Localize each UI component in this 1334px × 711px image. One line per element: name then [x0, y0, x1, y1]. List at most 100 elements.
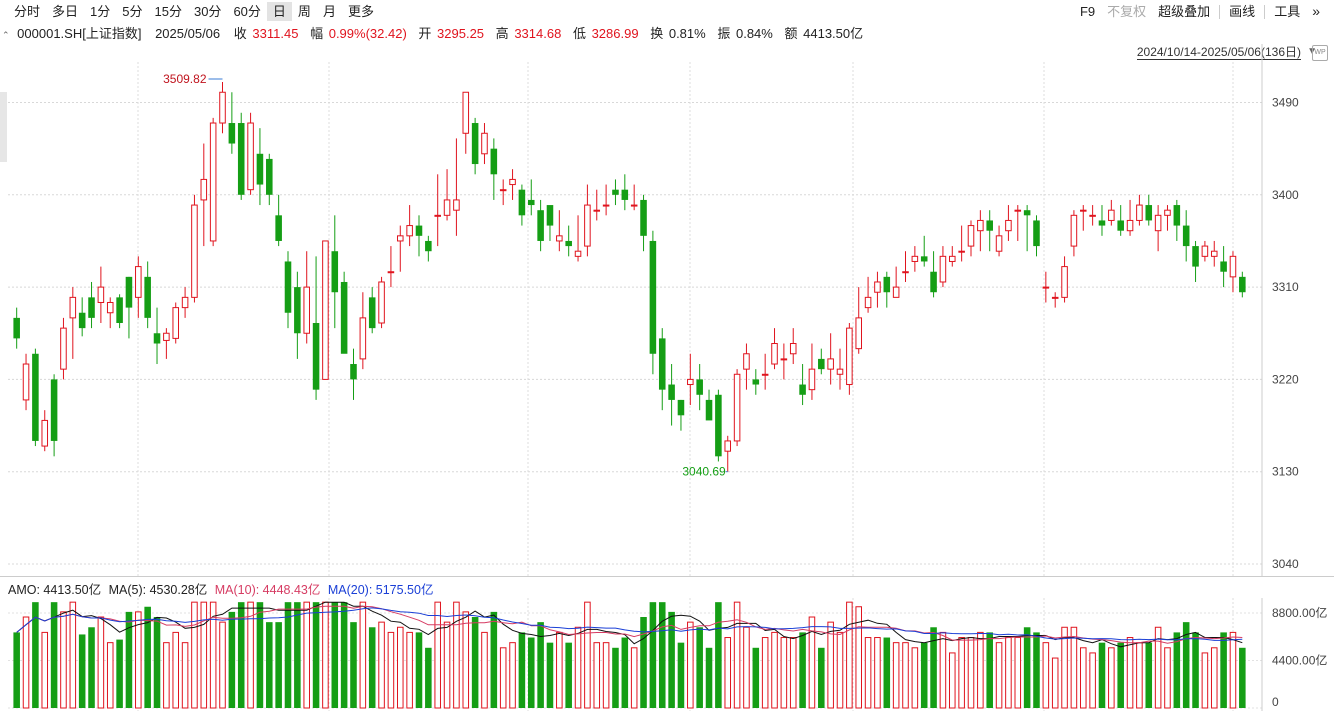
volume-bar-up — [593, 642, 601, 709]
volume-bar-down — [275, 622, 282, 708]
candle-up — [1126, 219, 1134, 232]
candle-down — [312, 323, 320, 390]
volume-bar-down — [612, 647, 619, 708]
volume-bar-down — [88, 627, 95, 708]
period-tab[interactable]: 5分 — [122, 4, 143, 19]
period-tab[interactable]: 日 — [266, 2, 292, 21]
volume-bar-up — [1014, 637, 1022, 709]
candle-down — [331, 251, 339, 293]
volume-bar-down — [125, 611, 133, 708]
candle-up — [443, 199, 451, 216]
candle-down — [621, 189, 629, 200]
volume-bar-up — [106, 642, 114, 709]
period-tab[interactable]: 周 — [297, 4, 311, 19]
candle-up — [1079, 209, 1087, 212]
volume-bar-down — [331, 602, 339, 708]
volume-chart[interactable]: 8800.00亿 4400.00亿 0 — [0, 598, 1334, 711]
candle-up — [387, 271, 395, 274]
draw-line-button[interactable]: 画线 — [1229, 4, 1256, 19]
f9-button[interactable]: F9 — [1079, 4, 1096, 19]
period-toolbar: 分时 多日 1分 5分 15分 30分 60分日周月更多 F9 不复权 超级叠加 画线 工具… — [0, 0, 1334, 22]
candle-up — [60, 327, 67, 370]
volume-bar-up — [378, 621, 385, 709]
volume-bar-down — [537, 622, 544, 708]
volume-bar-up — [219, 621, 226, 709]
candle-down — [930, 271, 937, 293]
volume-bar-up — [864, 637, 872, 709]
volume-bar-down — [32, 602, 39, 708]
candle-up — [247, 122, 254, 191]
period-tab[interactable]: 分时 — [14, 4, 41, 19]
volume-bar-up — [303, 601, 310, 709]
period-tab[interactable]: 多日 — [52, 4, 79, 19]
date-range-label[interactable]: 2024/10/14-2025/05/06(136日) — [1136, 45, 1301, 60]
candle-down — [565, 240, 572, 247]
volume-bar-down — [228, 611, 236, 708]
candle-up — [191, 204, 198, 298]
volume-bar-up — [977, 631, 984, 709]
candle-up — [892, 286, 900, 298]
volume-bar-down — [715, 602, 722, 708]
volume-bar-down — [668, 611, 675, 708]
candle-down — [256, 153, 264, 185]
side-tab-active[interactable] — [0, 92, 7, 162]
candle-up — [135, 266, 142, 298]
volume-bar-up — [1164, 647, 1171, 709]
tools-button[interactable]: 工具 — [1274, 4, 1301, 19]
volume-bar-down — [1220, 632, 1227, 708]
candle-down — [715, 394, 722, 457]
candle-down — [237, 123, 245, 195]
volume-bar-up — [761, 637, 769, 709]
wp-icon[interactable]: WP — [1312, 45, 1328, 61]
kline-chart[interactable]: 3490 3400 3310 3220 3130 3040 3509.82 3040.69 — [0, 44, 1334, 576]
volume-bar-up — [453, 601, 460, 709]
y-tick-label: 8800.00亿 — [1272, 605, 1327, 620]
candle-down — [471, 123, 479, 165]
candle-down — [425, 240, 432, 252]
fuquan-button[interactable]: 不复权 — [1107, 4, 1147, 19]
volume-bar-down — [1145, 642, 1153, 708]
period-tab[interactable]: 更多 — [347, 4, 374, 19]
period-tab[interactable]: 月 — [322, 4, 336, 19]
candle-down — [88, 297, 95, 318]
period-tab[interactable]: 1分 — [90, 4, 111, 19]
candle-up — [97, 286, 105, 303]
period-tab[interactable]: 30分 — [193, 4, 222, 19]
period-tab[interactable]: 15分 — [154, 4, 182, 19]
candle-up — [687, 378, 694, 386]
high-value: 3314.68 — [514, 26, 562, 41]
caret-up-icon: ⌃ — [2, 30, 10, 40]
volume-bar-up — [499, 647, 507, 709]
double-chevron-icon[interactable]: » — [1312, 3, 1320, 19]
volume-bar-up — [462, 611, 470, 709]
open-label: 开 — [418, 26, 432, 41]
candle-up — [499, 189, 507, 192]
volume-bar-down — [621, 637, 629, 708]
stock-code: 000001.SH[上证指数] — [17, 26, 142, 41]
candle-down — [668, 384, 675, 400]
candle-down — [13, 317, 20, 339]
volume-bar-down — [1023, 627, 1031, 708]
volume-bar-up — [995, 642, 1003, 709]
volume-bar-up — [874, 637, 881, 709]
candle-down — [32, 353, 39, 441]
panel-divider — [0, 576, 1334, 577]
ma20-line — [16, 607, 1243, 641]
volume-bar-up — [22, 616, 30, 709]
candle-down — [518, 189, 526, 216]
candle-down — [1098, 220, 1106, 226]
side-tab-strip[interactable] — [0, 42, 7, 522]
super-overlay-button[interactable]: 超级叠加 — [1158, 4, 1211, 19]
volume-bar-up — [808, 616, 816, 709]
ma20-label: MA(20): 5175.50亿 — [327, 583, 434, 597]
volume-bar-up — [1051, 657, 1059, 709]
volume-bar-up — [181, 642, 189, 709]
volume-bar-down — [696, 627, 703, 708]
volume-bar-down — [752, 647, 760, 708]
close-label: 收 — [233, 26, 247, 41]
period-tab[interactable]: 60分 — [233, 4, 261, 19]
candle-up — [780, 358, 788, 361]
volume-bar-down — [284, 602, 292, 708]
candle-up — [1005, 219, 1012, 232]
candle-down — [78, 312, 86, 329]
